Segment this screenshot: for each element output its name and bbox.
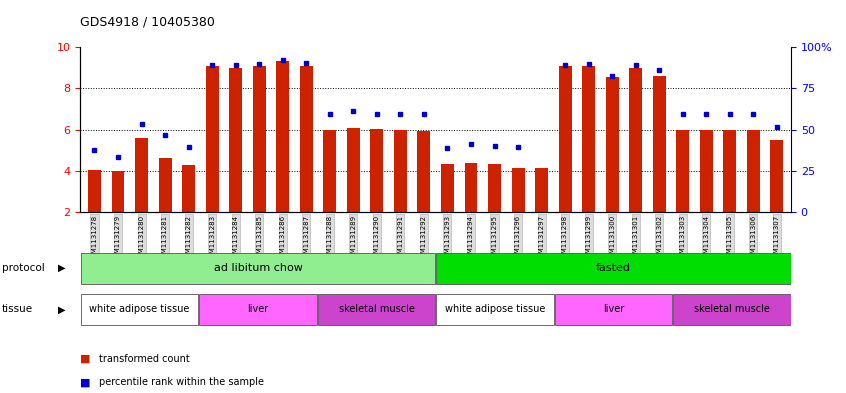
Text: white adipose tissue: white adipose tissue bbox=[90, 304, 190, 314]
Bar bbox=[417, 131, 431, 212]
Bar bbox=[299, 66, 313, 212]
Text: ad libitum chow: ad libitum chow bbox=[213, 263, 303, 273]
Text: transformed count: transformed count bbox=[99, 354, 190, 364]
FancyBboxPatch shape bbox=[81, 294, 198, 325]
Bar bbox=[277, 61, 289, 212]
Bar bbox=[135, 138, 148, 212]
Bar bbox=[394, 130, 407, 212]
Text: tissue: tissue bbox=[2, 305, 33, 314]
Bar bbox=[371, 129, 383, 212]
Bar bbox=[723, 130, 736, 212]
FancyBboxPatch shape bbox=[673, 294, 790, 325]
Bar bbox=[253, 66, 266, 212]
Text: percentile rank within the sample: percentile rank within the sample bbox=[99, 377, 264, 387]
Bar bbox=[112, 171, 124, 212]
Bar bbox=[88, 170, 101, 212]
Bar bbox=[558, 66, 572, 212]
Text: protocol: protocol bbox=[2, 263, 45, 273]
Bar bbox=[629, 68, 642, 212]
Text: ▶: ▶ bbox=[58, 305, 65, 314]
Text: skeletal muscle: skeletal muscle bbox=[694, 304, 770, 314]
Text: liver: liver bbox=[602, 304, 624, 314]
Text: liver: liver bbox=[247, 304, 269, 314]
FancyBboxPatch shape bbox=[200, 294, 316, 325]
FancyBboxPatch shape bbox=[437, 294, 553, 325]
FancyBboxPatch shape bbox=[437, 253, 790, 284]
Bar bbox=[323, 130, 336, 212]
Bar bbox=[512, 168, 525, 212]
Bar bbox=[676, 130, 689, 212]
FancyBboxPatch shape bbox=[318, 294, 435, 325]
FancyBboxPatch shape bbox=[555, 294, 672, 325]
Bar bbox=[582, 66, 595, 212]
FancyBboxPatch shape bbox=[81, 253, 435, 284]
Bar bbox=[653, 76, 666, 212]
Text: fasted: fasted bbox=[596, 263, 631, 273]
Text: GDS4918 / 10405380: GDS4918 / 10405380 bbox=[80, 16, 215, 29]
Bar bbox=[700, 130, 713, 212]
Bar bbox=[606, 77, 618, 212]
Text: skeletal muscle: skeletal muscle bbox=[338, 304, 415, 314]
Bar bbox=[182, 165, 195, 212]
Bar bbox=[464, 163, 477, 212]
Text: white adipose tissue: white adipose tissue bbox=[445, 304, 545, 314]
Bar bbox=[347, 128, 360, 212]
Bar bbox=[536, 168, 548, 212]
Text: ■: ■ bbox=[80, 377, 91, 387]
Bar bbox=[747, 130, 760, 212]
Text: ■: ■ bbox=[80, 354, 91, 364]
Bar bbox=[229, 68, 242, 212]
Bar bbox=[158, 158, 172, 212]
Text: ▶: ▶ bbox=[58, 263, 65, 273]
Bar bbox=[206, 66, 218, 212]
Bar bbox=[771, 140, 783, 212]
Bar bbox=[441, 164, 454, 212]
Bar bbox=[488, 164, 501, 212]
